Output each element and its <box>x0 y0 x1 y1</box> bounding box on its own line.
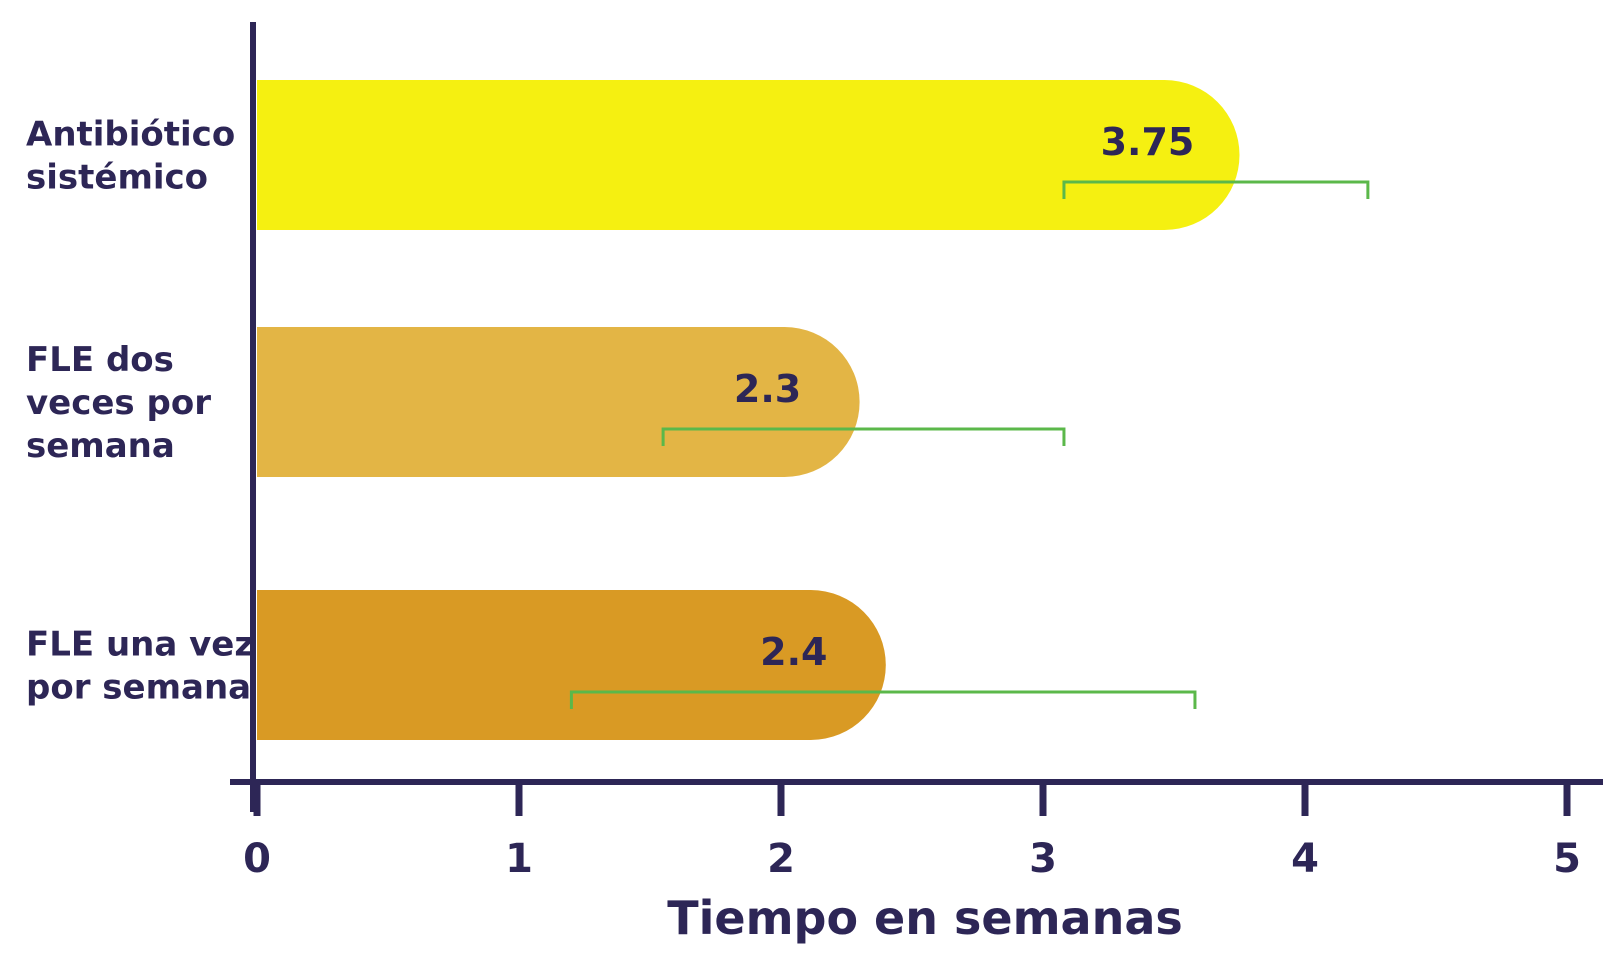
category-label-line: por semana <box>26 668 251 708</box>
category-label: Antibiótico sistémico <box>26 115 235 198</box>
category-label-line: FLE dos <box>26 340 174 380</box>
bar <box>257 327 860 477</box>
bar <box>257 80 1240 230</box>
category-label-line: semana <box>26 426 175 466</box>
x-tick-label: 3 <box>1029 836 1057 882</box>
x-tick-label: 4 <box>1291 836 1319 882</box>
category-label-line: sistémico <box>26 158 208 198</box>
category-label-line: FLE una vez <box>26 625 254 665</box>
x-tick-label: 2 <box>767 836 795 882</box>
x-tick-label: 5 <box>1553 836 1581 882</box>
category-label: FLE una vez por semana <box>26 625 254 708</box>
x-tick-label: 1 <box>505 836 533 882</box>
data-label: 2.4 <box>760 630 827 674</box>
category-label: FLE dos veces por semana <box>26 340 211 466</box>
data-label: 3.75 <box>1101 120 1195 164</box>
x-tick-label: 0 <box>243 836 271 882</box>
data-label: 2.3 <box>734 367 801 411</box>
bar <box>257 590 886 740</box>
error-bar <box>569 690 1197 709</box>
error-bar <box>1062 180 1370 199</box>
error-bar <box>661 427 1066 446</box>
category-label-line: Antibiótico <box>26 115 235 155</box>
category-label-line: veces por <box>26 383 211 423</box>
x-axis-title: Tiempo en semanas <box>667 891 1183 945</box>
